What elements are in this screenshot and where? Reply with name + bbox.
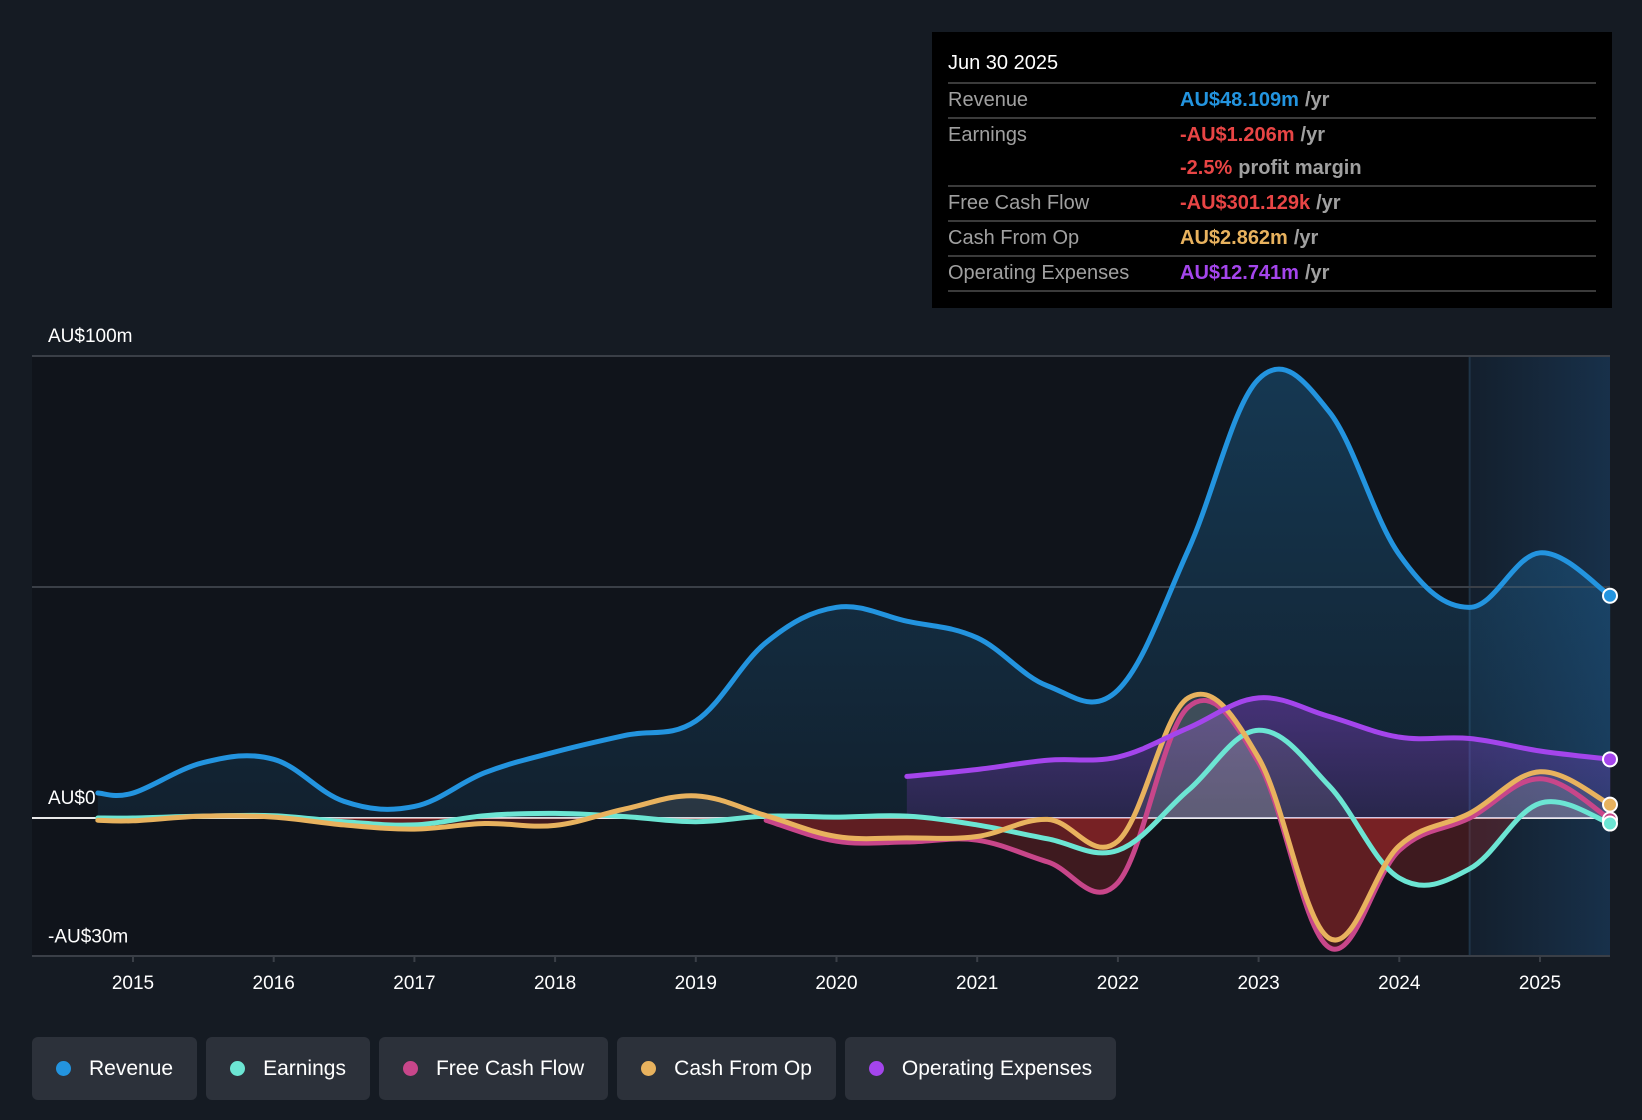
y-axis-label: AU$0 (48, 788, 96, 809)
tooltip-row-unit: profit margin (1238, 157, 1362, 179)
y-axis-label: AU$100m (48, 326, 133, 347)
earnings-positive-area (97, 730, 1610, 818)
legend-dot-icon (56, 1061, 71, 1076)
cash-from-op-negative-area (97, 818, 1610, 941)
x-tick-label: 2015 (112, 973, 154, 994)
financial-chart: AU$100m AU$0 -AU$30m 2015 2016 2017 2018 2019 2… (32, 326, 1618, 994)
legend-dot-icon (641, 1061, 657, 1076)
tooltip-row: -2.5% profit margin (948, 152, 1596, 187)
free-cash-flow-positive-area (766, 700, 1610, 818)
cash-from-op-end-marker[interactable] (1602, 796, 1618, 813)
x-tick-label: 2021 (956, 973, 998, 994)
legend-label: Free Cash Flow (435, 1056, 585, 1080)
x-tick-label: 2025 (1519, 973, 1561, 994)
legend-item-cash-from-op[interactable]: Cash From Op (617, 1037, 836, 1100)
tooltip-row-label: Operating Expenses (948, 262, 1130, 284)
tooltip-date: Jun 30 2025 (948, 46, 1596, 84)
tooltip-row-value: AU$48.109m (1180, 89, 1299, 111)
y-axis-label: -AU$30m (48, 927, 128, 948)
legend-item-revenue[interactable]: Revenue (32, 1037, 198, 1100)
tooltip-row-label: Earnings (948, 124, 1027, 146)
tooltip-row: Revenue AU$48.109m/yr (948, 84, 1596, 119)
free-cash-flow-negative-area (766, 818, 1610, 950)
tooltip-row-label: Free Cash Flow (948, 192, 1090, 214)
tooltip-row-label: Revenue (948, 89, 1029, 111)
tooltip-row-unit: /yr (1293, 227, 1319, 249)
legend-label: Cash From Op (674, 1056, 812, 1080)
revenue-line (95, 366, 1612, 812)
tooltip-row-value: -AU$301.129k (1180, 192, 1311, 214)
tooltip-row-label: Cash From Op (948, 227, 1080, 249)
x-tick-label: 2019 (675, 973, 717, 994)
legend-item-operating-expenses[interactable]: Operating Expenses (844, 1037, 1117, 1100)
tooltip-row-label (948, 152, 1180, 185)
x-tick-label: 2016 (253, 973, 295, 994)
tooltip-row-value: AU$12.741m (1180, 262, 1299, 284)
tooltip-row: Free Cash Flow -AU$301.129k/yr (948, 187, 1596, 222)
legend-dot-icon (868, 1061, 884, 1076)
legend-label: Earnings (263, 1056, 346, 1080)
earnings-end-marker[interactable] (1602, 815, 1618, 832)
tooltip-row-unit: /yr (1304, 262, 1330, 284)
legend-label: Operating Expenses (901, 1056, 1093, 1080)
tooltip-row-unit: /yr (1316, 192, 1341, 214)
x-tick-label: 2024 (1378, 973, 1421, 994)
operating-expenses-line (904, 695, 1612, 779)
cash-from-op-line (95, 691, 1612, 943)
x-tick-label: 2017 (393, 973, 435, 994)
tooltip-row-unit: /yr (1300, 124, 1325, 146)
tooltip-row-value: -2.5% (1180, 157, 1233, 179)
operating-expenses-end-marker[interactable] (1602, 751, 1618, 768)
x-tick-label: 2022 (1097, 973, 1139, 994)
tooltip-row-value: -AU$1.206m (1180, 124, 1295, 146)
cash-from-op-positive-area (97, 694, 1610, 818)
revenue-end-marker[interactable] (1602, 587, 1618, 604)
x-tick-label: 2020 (815, 973, 857, 994)
tooltip-row: Earnings -AU$1.206m/yr (948, 119, 1596, 152)
tooltip-panel: Jun 30 2025 Revenue AU$48.109m/yr Earnings… (932, 32, 1612, 308)
legend-item-free-cash-flow[interactable]: Free Cash Flow (378, 1037, 609, 1100)
earnings-line (95, 727, 1612, 888)
legend-dot-icon (402, 1061, 418, 1076)
tooltip-row: Operating Expenses AU$12.741m/yr (948, 257, 1596, 292)
legend-item-earnings[interactable]: Earnings (206, 1037, 370, 1100)
legend: Revenue Earnings Free Cash Flow Cash From O… (32, 1037, 1117, 1100)
tooltip-row: Cash From Op AU$2.862m/yr (948, 222, 1596, 257)
legend-label: Revenue (89, 1056, 174, 1080)
x-tick-label: 2023 (1237, 973, 1279, 994)
x-tick-label: 2018 (534, 973, 576, 994)
tooltip-row-value: AU$2.862m (1180, 227, 1288, 249)
tooltip-row-unit: /yr (1304, 89, 1330, 111)
legend-dot-icon (230, 1061, 246, 1076)
